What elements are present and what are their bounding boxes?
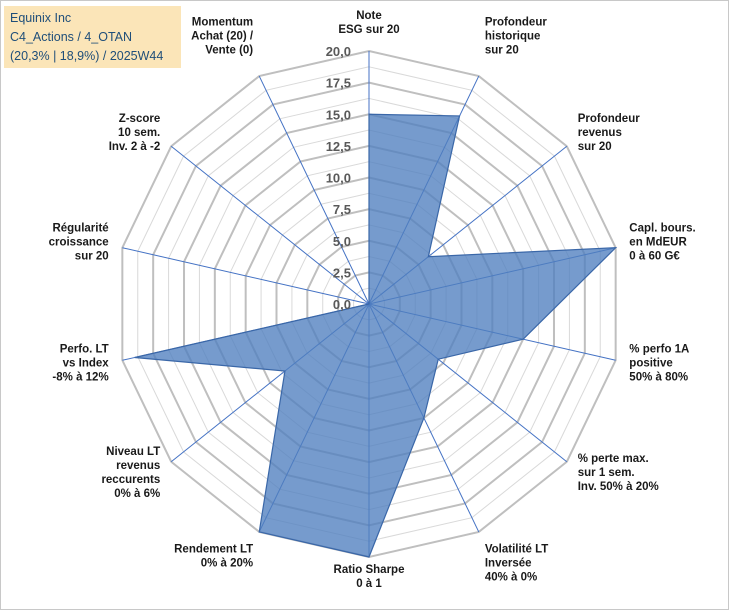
category-label-line: 50% à 80% — [629, 372, 688, 384]
category-label: Profondeur historique sur 20 — [485, 16, 547, 56]
category-label-line: Inv. 50% à 20% — [578, 481, 659, 493]
category-label-layer: Note ESG sur 20 Profondeur historique sur 20… — [49, 10, 696, 590]
category-label: Capl. bours. en MdEUR 0 à 60 G€ — [629, 222, 695, 262]
category-label-line: Note — [356, 10, 382, 22]
category-label-line: en MdEUR — [629, 236, 687, 248]
category-label-line: Niveau LT — [106, 446, 160, 458]
series-layer — [134, 113, 618, 558]
category-label-line: Inv. 2 à -2 — [109, 141, 161, 153]
title-stats: (20,3% | 18,9%) / 2025W44 — [10, 49, 164, 63]
category-label-line: 0% à 6% — [114, 488, 160, 500]
category-label-line: Z-score — [119, 113, 161, 125]
tick-layer: 0,0 2,5 5,0 7,5 10,0 12,5 15,0 17,5 20,0 — [326, 44, 351, 312]
category-label-line: ESG sur 20 — [338, 24, 399, 36]
category-label: % perfo 1A positive 50% à 80% — [629, 344, 689, 384]
category-label-line: Achat (20) / — [191, 30, 254, 42]
category-label-line: -8% à 12% — [52, 372, 108, 384]
category-label-line: Profondeur — [578, 113, 640, 125]
grid-spoke — [122, 247, 370, 305]
category-label: % perte max. sur 1 sem. Inv. 50% à 20% — [578, 453, 659, 493]
category-label: Volatilité LT Inversée 40% à 0% — [485, 544, 548, 584]
category-label-line: 10 sem. — [118, 127, 160, 139]
category-label-line: % perfo 1A — [629, 344, 689, 356]
category-label-line: Inversée — [485, 558, 532, 570]
tick-label: 7,5 — [333, 202, 351, 217]
category-label-line: Ratio Sharpe — [334, 564, 405, 576]
category-label-line: Momentum — [192, 16, 253, 28]
tick-label: 12,5 — [326, 139, 351, 154]
category-label: Note ESG sur 20 — [338, 10, 399, 36]
category-label-line: Rendement LT — [174, 544, 253, 556]
category-label: Profondeur revenus sur 20 — [578, 113, 640, 153]
category-label-line: sur 20 — [485, 44, 519, 56]
tick-label: 2,5 — [333, 265, 351, 280]
category-label-line: Volatilité LT — [485, 544, 548, 556]
category-label-line: sur 20 — [578, 141, 612, 153]
category-label-line: historique — [485, 30, 541, 42]
category-label-line: Régularité — [52, 222, 108, 234]
category-label-line: revenus — [116, 460, 160, 472]
category-label-line: sur 1 sem. — [578, 467, 635, 479]
category-label: Niveau LT revenus reccurents 0% à 6% — [101, 446, 160, 500]
category-label: Rendement LT 0% à 20% — [174, 544, 253, 570]
category-label-line: vs Index — [63, 358, 110, 370]
category-label: Ratio Sharpe 0 à 1 — [334, 564, 405, 590]
title-box: Equinix Inc C4_Actions / 4_OTAN (20,3% |… — [4, 6, 181, 68]
category-label-line: 0% à 20% — [201, 558, 253, 570]
category-label-line: 0 à 60 G€ — [629, 250, 680, 262]
grid-spoke — [170, 145, 370, 305]
category-label-line: 40% à 0% — [485, 572, 537, 584]
category-label-line: Capl. bours. — [629, 222, 695, 234]
category-label-line: reccurents — [101, 474, 160, 486]
category-label: Perfo. LT vs Index -8% à 12% — [52, 344, 109, 384]
category-label-line: sur 20 — [75, 250, 109, 262]
category-label-line: Vente (0) — [205, 44, 253, 56]
category-label-line: croissance — [49, 236, 109, 248]
tick-label: 20,0 — [326, 44, 351, 59]
tick-label: 0,0 — [333, 297, 351, 312]
category-label: Z-score 10 sem. Inv. 2 à -2 — [109, 113, 161, 153]
tick-label: 17,5 — [326, 76, 351, 91]
category-label: Momentum Achat (20) / Vente (0) — [191, 16, 254, 56]
title-company: Equinix Inc — [10, 11, 72, 25]
tick-label: 15,0 — [326, 107, 351, 122]
category-label-line: Perfo. LT — [60, 344, 109, 356]
category-label-line: % perte max. — [578, 453, 649, 465]
category-label-line: 0 à 1 — [356, 578, 382, 590]
grid-spoke — [258, 75, 370, 305]
title-category: C4_Actions / 4_OTAN — [10, 30, 133, 44]
category-label: Régularité croissance sur 20 — [49, 222, 109, 262]
category-label-line: revenus — [578, 127, 622, 139]
category-label-line: Profondeur — [485, 16, 547, 28]
category-label-line: positive — [629, 358, 672, 370]
tick-label: 5,0 — [333, 234, 351, 249]
tick-label: 10,0 — [326, 171, 351, 186]
